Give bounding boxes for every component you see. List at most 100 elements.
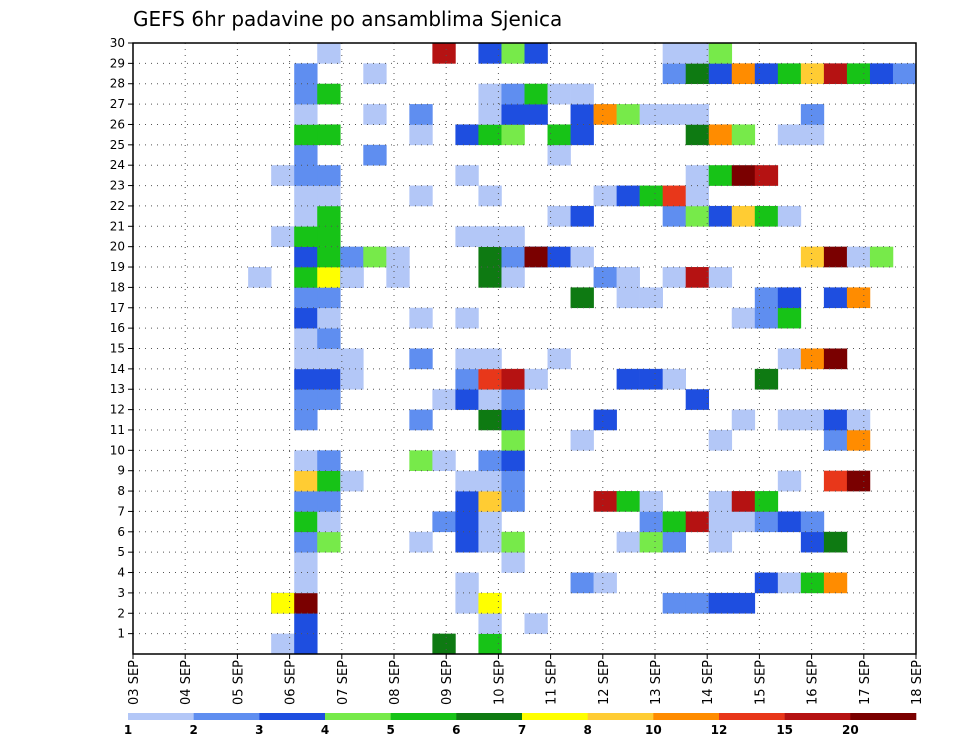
- colorbar-swatch: [850, 713, 917, 720]
- colorbar-swatch: [128, 713, 194, 720]
- heatmap-cell: [685, 389, 710, 410]
- y-tick-label: 6: [117, 525, 125, 539]
- chart-title: GEFS 6hr padavine po ansamblima Sjenica: [133, 7, 562, 31]
- heatmap-cell: [478, 348, 502, 370]
- y-tick-label: 8: [117, 484, 125, 498]
- colorbar-label: 1: [124, 723, 132, 737]
- heatmap-cell: [455, 470, 479, 492]
- heatmap-cell: [501, 450, 525, 471]
- heatmap-cell: [478, 267, 502, 288]
- heatmap-cell: [685, 43, 710, 64]
- heatmap-cell: [616, 104, 640, 125]
- heatmap-cell: [501, 104, 525, 125]
- heatmap-cell: [340, 348, 364, 370]
- heatmap-cell: [432, 389, 456, 410]
- heatmap-cell: [731, 124, 756, 146]
- heatmap-cell: [616, 287, 640, 309]
- heatmap-cell: [823, 470, 848, 492]
- heatmap-cell: [662, 104, 687, 125]
- heatmap-cell: [294, 592, 318, 614]
- heatmap-cell: [294, 165, 318, 186]
- y-tick-label: 2: [117, 606, 125, 620]
- x-tick-label: 13 SEP: [649, 660, 664, 705]
- heatmap-cell: [317, 185, 341, 207]
- x-tick-label: 03 SEP: [127, 660, 142, 705]
- heatmap-cell: [294, 267, 318, 288]
- heatmap-cell: [685, 511, 710, 533]
- heatmap-cell: [846, 63, 871, 85]
- heatmap-cell: [501, 389, 525, 410]
- heatmap-cell: [731, 409, 756, 431]
- heatmap-cell: [294, 572, 318, 594]
- heatmap-cell: [317, 328, 341, 349]
- x-tick-label: 05 SEP: [231, 660, 246, 705]
- colorbar-swatch: [587, 713, 654, 720]
- heatmap-cell: [731, 592, 756, 614]
- heatmap-cell: [524, 83, 548, 105]
- heatmap-cell: [616, 267, 640, 288]
- heatmap-cell: [478, 613, 502, 634]
- heatmap-cell: [731, 205, 756, 227]
- x-tick-label: 07 SEP: [336, 660, 351, 705]
- heatmap-cell: [317, 511, 341, 533]
- heatmap-cell: [432, 43, 456, 64]
- heatmap-cell: [317, 287, 341, 309]
- heatmap-cell: [501, 470, 525, 492]
- x-tick-label: 11 SEP: [545, 660, 560, 705]
- heatmap-cell: [317, 205, 341, 227]
- heatmap-cell: [593, 104, 617, 125]
- heatmap-cell: [777, 511, 802, 533]
- heatmap-cell: [294, 328, 318, 349]
- heatmap-cell: [869, 63, 894, 85]
- heatmap-cell: [317, 470, 341, 492]
- heatmap-cell: [547, 205, 571, 227]
- heatmap-cell: [708, 267, 733, 288]
- heatmap-cell: [455, 307, 479, 329]
- heatmap-cell: [754, 205, 779, 227]
- y-tick-label: 21: [110, 219, 125, 233]
- y-tick-label: 24: [110, 158, 125, 172]
- x-tick-label: 15 SEP: [753, 660, 768, 705]
- heatmap-cell: [708, 124, 733, 146]
- heatmap-cell: [708, 491, 733, 512]
- heatmap-cell: [593, 409, 617, 431]
- heatmap-cell: [409, 104, 433, 125]
- heatmap-cell: [616, 368, 640, 390]
- heatmap-cell: [294, 124, 318, 146]
- heatmap-cell: [708, 205, 733, 227]
- y-axis: 1234567891011121314151617181920212223242…: [110, 36, 133, 641]
- heatmap-cell: [547, 348, 571, 370]
- heatmap-cell: [409, 348, 433, 370]
- heatmap-cell: [570, 205, 594, 227]
- x-tick-label: 08 SEP: [388, 660, 403, 705]
- heatmap-cell: [363, 246, 387, 268]
- heatmap-cell: [800, 572, 825, 594]
- heatmap-cell: [317, 307, 341, 329]
- heatmap-cell: [616, 531, 640, 553]
- heatmap-cell: [501, 552, 525, 573]
- heatmap-cell: [294, 491, 318, 512]
- y-tick-label: 4: [117, 566, 125, 580]
- heatmap-cell: [317, 389, 341, 410]
- heatmap-cell: [524, 43, 548, 64]
- heatmap-cell: [271, 165, 295, 186]
- x-tick-label: 06 SEP: [284, 660, 299, 705]
- heatmap-cell: [340, 246, 364, 268]
- heatmap-cell: [455, 592, 479, 614]
- heatmap-cell: [754, 511, 779, 533]
- heatmap-cell: [455, 165, 479, 186]
- heatmap-cell: [708, 511, 733, 533]
- heatmap-cell: [363, 63, 387, 85]
- heatmap-cell: [685, 104, 710, 125]
- heatmap-cell: [708, 43, 733, 64]
- heatmap-cell: [294, 205, 318, 227]
- heatmap-cell: [823, 287, 848, 309]
- colorbar-label: 12: [711, 723, 728, 737]
- heatmap-cell: [547, 124, 571, 146]
- heatmap-cell: [547, 83, 571, 105]
- y-tick-label: 5: [117, 545, 125, 559]
- heatmap-cell: [547, 246, 571, 268]
- heatmap-cell: [432, 633, 456, 655]
- heatmap-cell: [731, 511, 756, 533]
- heatmap-cell: [639, 491, 663, 512]
